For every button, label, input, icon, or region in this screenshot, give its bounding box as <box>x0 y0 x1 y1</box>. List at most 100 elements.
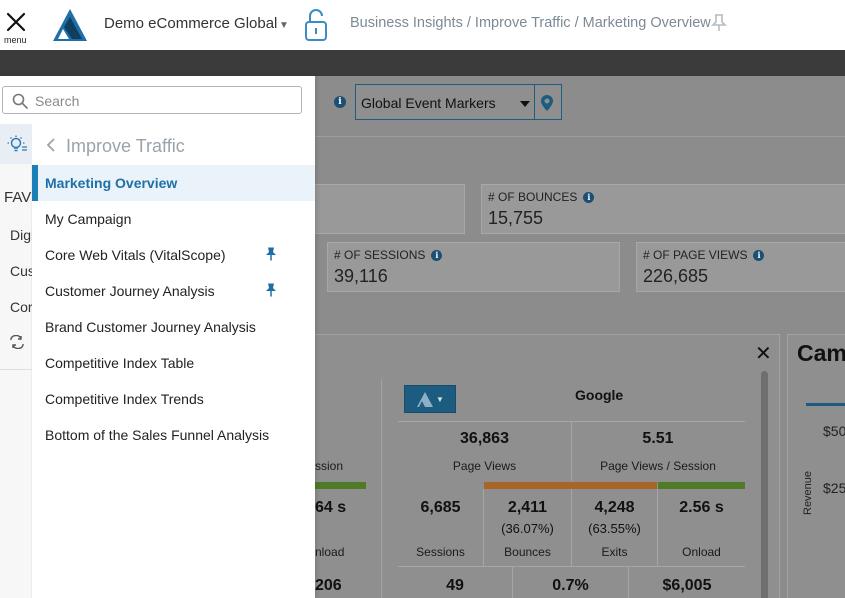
pvps-value: 5.51 <box>642 430 674 447</box>
metric-value: 2.56 s <box>679 499 724 516</box>
chevron-down-icon[interactable]: ▼ <box>279 20 289 31</box>
axis-tick: $25 <box>823 480 845 496</box>
pin-icon[interactable] <box>711 14 727 32</box>
nav-item-label: Customer Journey Analysis <box>45 283 215 299</box>
metric-value: 0.7% <box>552 577 589 594</box>
metric-label: Bounces <box>504 545 551 559</box>
kpi-card-sessions: # OF SESSIONS i 39,116 <box>327 242 620 292</box>
axis-title: Revenue <box>802 470 814 515</box>
lock-icon[interactable] <box>304 6 328 42</box>
menu-label: menu <box>4 35 27 45</box>
rail-favorites-label: FAV <box>4 189 32 206</box>
chevron-down-icon: ▼ <box>436 395 444 404</box>
nav-item-core-web-vitals[interactable]: Core Web Vitals (VitalScope) <box>32 237 315 273</box>
partial-metric: 206 <box>315 577 342 594</box>
search-box[interactable] <box>2 86 302 114</box>
nav-item-label: Competitive Index Table <box>45 355 195 371</box>
event-markers-select[interactable]: Global Event Markers <box>355 84 535 120</box>
nav-item-label: Marketing Overview <box>45 175 178 191</box>
info-icon[interactable]: i <box>334 96 346 108</box>
rail-item[interactable]: Cor <box>10 299 33 315</box>
metric-label: Onload <box>682 545 721 559</box>
nav-item-label: Competitive Index Trends <box>45 391 204 407</box>
kpi-label: # OF PAGE VIEWS <box>643 248 748 262</box>
info-icon[interactable]: i <box>431 250 443 261</box>
nav-item-sales-funnel[interactable]: Bottom of the Sales Funnel Analysis <box>32 417 315 453</box>
kpi-value: 15,755 <box>488 208 544 228</box>
chevron-down-icon <box>520 101 530 107</box>
kpi-label: # OF BOUNCES <box>488 190 578 204</box>
nav-item-label: Bottom of the Sales Funnel Analysis <box>45 427 270 443</box>
nav-item-marketing-overview[interactable]: Marketing Overview <box>32 165 315 201</box>
pvps-label: Page Views / Session <box>600 459 716 473</box>
nav-item-label: Brand Customer Journey Analysis <box>45 319 256 335</box>
nav-item-label: Core Web Vitals (VitalScope) <box>45 247 226 263</box>
close-icon[interactable]: ✕ <box>755 343 772 365</box>
metric-value: $6,005 <box>662 577 712 594</box>
metric-value: 49 <box>446 577 464 594</box>
swap-icon[interactable] <box>10 335 24 349</box>
metric-label: Exits <box>601 545 628 559</box>
info-icon[interactable]: i <box>583 192 595 203</box>
source-title: Google <box>575 387 624 403</box>
kpi-card-bounces: # OF BOUNCES i 15,755 <box>481 184 845 234</box>
page-views-value: 36,863 <box>460 430 509 447</box>
metric-value: 4,248 <box>594 499 635 516</box>
page-views-label: Page Views <box>452 459 517 473</box>
kpi-card-page-views: # OF PAGE VIEWS i 226,685 <box>636 242 845 292</box>
nav-panel: Improve Traffic Marketing Overview My Ca… <box>32 124 315 598</box>
rail-item-insights[interactable] <box>0 124 32 164</box>
pin-icon[interactable] <box>265 283 277 297</box>
card-title: Cam <box>797 340 845 366</box>
rail-item[interactable]: Digi <box>10 227 35 243</box>
divider <box>381 379 382 598</box>
category-rail: FAV Digi Cus Cor <box>0 124 35 598</box>
map-marker-icon <box>541 95 553 111</box>
divider <box>0 369 32 370</box>
nav-item-competitive-index-trends[interactable]: Competitive Index Trends <box>32 381 315 417</box>
event-markers-button[interactable] <box>535 84 562 120</box>
search-input[interactable] <box>35 91 285 111</box>
kpi-value: 226,685 <box>643 266 709 286</box>
metric-percent: (63.55%) <box>588 521 641 536</box>
kpi-label: # OF SESSIONS <box>334 248 426 262</box>
bar-segment <box>315 482 366 489</box>
divider <box>315 136 845 137</box>
rail-item[interactable]: Cus <box>10 263 35 279</box>
scrollbar[interactable] <box>761 371 768 598</box>
bar-segment <box>484 482 657 489</box>
nav-item-label: My Campaign <box>45 211 132 227</box>
bar-segment <box>658 482 745 489</box>
kpi-card <box>300 184 465 234</box>
nav-item-customer-journey[interactable]: Customer Journey Analysis <box>32 273 315 309</box>
breadcrumb: Business Insights / Improve Traffic / Ma… <box>350 15 711 31</box>
divider <box>628 566 629 598</box>
axis-tick: $50 <box>823 423 845 439</box>
info-icon[interactable]: i <box>753 250 765 261</box>
kpi-value: 39,116 <box>334 266 388 286</box>
org-selector-label[interactable]: Demo eCommerce Global <box>104 15 278 32</box>
campaign-card: Cam $50 $25 Revenue <box>787 334 845 598</box>
partial-label: nload <box>315 545 345 559</box>
nav-item-brand-customer-journey[interactable]: Brand Customer Journey Analysis <box>32 309 315 345</box>
top-bar: menu Demo eCommerce Global ▼ Business In… <box>0 0 845 50</box>
logo-icon <box>417 392 433 407</box>
sub-toolbar <box>0 50 845 76</box>
logo-icon[interactable] <box>52 8 88 42</box>
partial-label: ssion <box>315 459 344 473</box>
divider <box>483 489 484 566</box>
menu-button[interactable]: menu <box>0 0 32 50</box>
nav-section-title: Improve Traffic <box>66 136 185 156</box>
divider <box>571 489 572 566</box>
nav-item-my-campaign[interactable]: My Campaign <box>32 201 315 237</box>
nav-item-competitive-index-table[interactable]: Competitive Index Table <box>32 345 315 381</box>
divider <box>512 566 513 598</box>
event-markers-value: Global Event Markers <box>361 95 496 111</box>
brand-dropdown-button[interactable]: ▼ <box>404 385 456 413</box>
metric-value: 6,685 <box>420 499 461 516</box>
traffic-source-panel: ✕ ▼ Google ssion 64 s nload 206 36,863 P… <box>315 334 780 598</box>
pin-icon[interactable] <box>265 247 277 261</box>
divider <box>657 489 658 566</box>
metric-label: Sessions <box>416 545 465 559</box>
divider <box>571 421 572 481</box>
